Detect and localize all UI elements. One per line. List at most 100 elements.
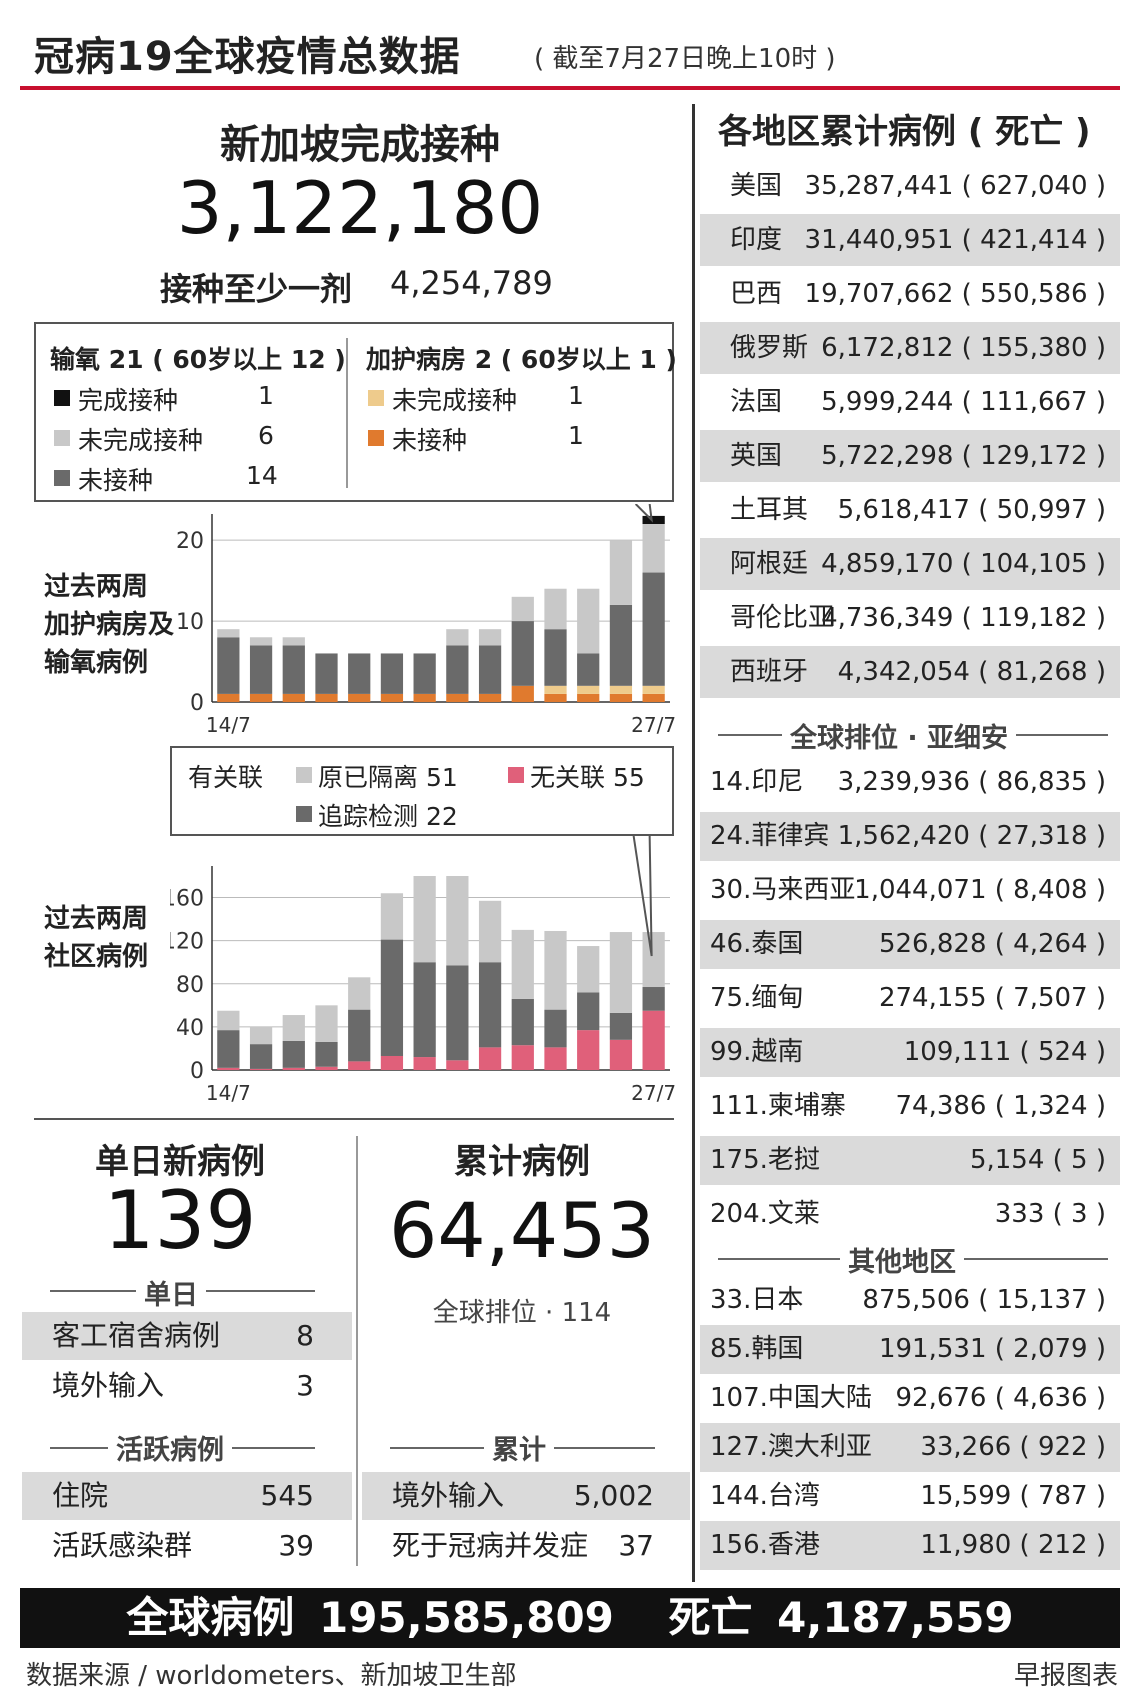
community-chart-xlabel-end: 27/7	[631, 1081, 676, 1105]
community-chart-ytick-2: 80	[176, 973, 204, 998]
community-legend-swatch-1	[296, 767, 312, 783]
community-chart-callout-pointer	[632, 836, 653, 957]
global-totals-bar: 全球病例 195,585,809 死亡 4,187,559	[20, 1588, 1120, 1648]
asean-value-4: 526,828 ( 4,264 )	[878, 929, 1106, 959]
oxygen-legend-value-2: 6	[258, 421, 274, 450]
region-name-2: 印度	[730, 225, 783, 255]
icu-chart-bar-12-s4	[577, 588, 600, 654]
community-chart-bar-14-s3	[642, 932, 665, 988]
other-name-2: 85.韩国	[710, 1334, 804, 1364]
community-chart-bar-8-s2	[446, 965, 469, 1061]
icu-chart-bar-4-s3	[315, 653, 338, 694]
icu-chart-xlabel-end: 27/7	[631, 713, 676, 737]
region-value-2: 31,440,951 ( 421,414 )	[804, 225, 1106, 255]
community-chart-bar-3-s2	[282, 1040, 305, 1068]
community-chart-bar-2-s3	[249, 1026, 273, 1045]
icu-chart-bar-6-s3	[380, 653, 404, 694]
icu-chart-callout-pointer	[634, 504, 653, 523]
icu-chart-bar-14-s1	[642, 693, 665, 702]
community-chart-bar-11-s1	[544, 1047, 567, 1070]
daily-row-2-value: 3	[296, 1369, 314, 1402]
asean-row-3: 30.马来西亚 1,044,071 ( 8,408 )	[700, 866, 1120, 915]
active-row-1-value: 545	[260, 1479, 314, 1512]
community-chart-bar-1-s3	[217, 1010, 240, 1031]
asean-value-3: 1,044,071 ( 8,408 )	[854, 875, 1106, 905]
other-name-4: 127.澳大利亚	[710, 1432, 872, 1462]
icu-chart-bar-13-s4	[609, 540, 633, 605]
icu-chart-bar-5-s1	[348, 693, 371, 702]
other-value-1: 875,506 ( 15,137 )	[862, 1285, 1106, 1315]
vaccination-heading: 新加坡完成接种	[220, 122, 500, 168]
asean-row-4: 46.泰国 526,828 ( 4,264 )	[700, 920, 1120, 969]
other-name-1: 33.日本	[710, 1285, 804, 1315]
global-deaths-value: 4,187,559	[777, 1593, 1014, 1642]
icu-chart-ytick-2: 20	[176, 529, 204, 554]
asean-name-3: 30.马来西亚	[710, 875, 856, 905]
icu-chart-bar-9-s1	[478, 693, 502, 702]
icu-chart-bar-2-s4	[249, 637, 273, 646]
daily-value: 139	[103, 1174, 257, 1267]
community-chart-ytick-3: 120	[170, 930, 204, 955]
region-row-1: 美国 35,287,441 ( 627,040 )	[700, 160, 1120, 212]
oxygen-legend-value-3: 14	[246, 461, 278, 490]
icu-chart-bar-2-s1	[249, 693, 273, 702]
icu-legend-swatch-1	[368, 390, 384, 406]
region-name-6: 英国	[730, 441, 783, 471]
icu-chart-bar-3-s3	[282, 645, 305, 694]
community-chart-bar-12-s3	[577, 946, 600, 993]
region-row-2: 印度 31,440,951 ( 421,414 )	[700, 214, 1120, 266]
region-row-5: 法国 5,999,244 ( 111,667 )	[700, 376, 1120, 428]
region-row-7: 土耳其 5,618,417 ( 50,997 )	[700, 484, 1120, 536]
vaccination-completed: 3,122,180	[176, 166, 544, 250]
community-chart-bar-13-s1	[609, 1039, 633, 1070]
other-name-5: 144.台湾	[710, 1481, 820, 1511]
icu-chart-bar-8-s1	[446, 693, 469, 702]
community-chart-bar-10-s2	[511, 998, 534, 1046]
oxygen-legend-swatch-1	[54, 390, 70, 406]
chart2-side-label: 过去两周 社区病例	[44, 900, 148, 976]
icu-chart-bar-13-s1	[609, 693, 633, 702]
community-chart-bar-5-s1	[348, 1061, 371, 1070]
icu-chart-xlabel-start: 14/7	[206, 713, 251, 737]
other-label: 其他地区	[840, 1240, 964, 1279]
at-least-one-value: 4,254,789	[390, 264, 553, 302]
oxygen-legend-swatch-2	[54, 430, 70, 446]
icu-legend-label-1: 未完成接种	[392, 386, 518, 415]
other-row-5: 144.台湾 15,599 ( 787 )	[700, 1472, 1120, 1521]
active-section-label: 活跃病例	[108, 1428, 232, 1467]
title-bar	[20, 10, 1120, 90]
community-chart-bar-4-s3	[315, 1005, 338, 1042]
community-legend-label-2: 无关联 55	[530, 763, 645, 792]
asean-name-8: 175.老挝	[710, 1145, 820, 1175]
icu-legend-title: 加护病房 2 ( 60岁以上 1 )	[366, 345, 677, 374]
active-row-2: 活跃感染群 39	[22, 1522, 352, 1570]
other-value-6: 11,980 ( 212 )	[920, 1530, 1106, 1560]
daily-row-1-value: 8	[296, 1319, 314, 1352]
icu-chart-bar-11-s2	[544, 685, 567, 694]
community-chart-bar-6-s1	[380, 1055, 404, 1070]
oxygen-legend-label-3: 未接种	[78, 466, 154, 495]
community-chart-bar-8-s3	[446, 876, 469, 966]
asean-name-1: 14.印尼	[710, 767, 804, 797]
community-chart-bar-11-s2	[544, 1009, 567, 1048]
community-chart-bar-13-s2	[609, 1012, 633, 1040]
region-name-4: 俄罗斯	[730, 333, 809, 363]
region-name-9: 哥伦比亚	[730, 603, 835, 633]
chart1-side-line-1: 过去两周	[44, 572, 149, 602]
chart2-side-line-1: 过去两周	[44, 904, 149, 934]
community-chart-bar-6-s2	[380, 939, 404, 1056]
region-row-8: 阿根廷 4,859,170 ( 104,105 )	[700, 538, 1120, 590]
asean-row-5: 75.缅甸 274,155 ( 7,507 )	[700, 974, 1120, 1023]
cumulative-rank: 全球排位 · 114	[432, 1298, 612, 1328]
column-divider	[692, 104, 695, 1582]
community-chart-bar-11-s3	[544, 930, 567, 1010]
icu-legend-label-2: 未接种	[392, 426, 468, 455]
daily-row-2-label: 境外输入	[52, 1369, 165, 1402]
oxygen-legend	[34, 322, 674, 502]
oxygen-legend-value-1: 1	[258, 381, 274, 410]
community-chart-bar-4-s2	[315, 1041, 338, 1067]
other-row-3: 107.中国大陆 92,676 ( 4,636 )	[700, 1374, 1120, 1423]
other-value-3: 92,676 ( 4,636 )	[895, 1383, 1107, 1413]
icu-chart-bar-12-s2	[577, 685, 600, 694]
